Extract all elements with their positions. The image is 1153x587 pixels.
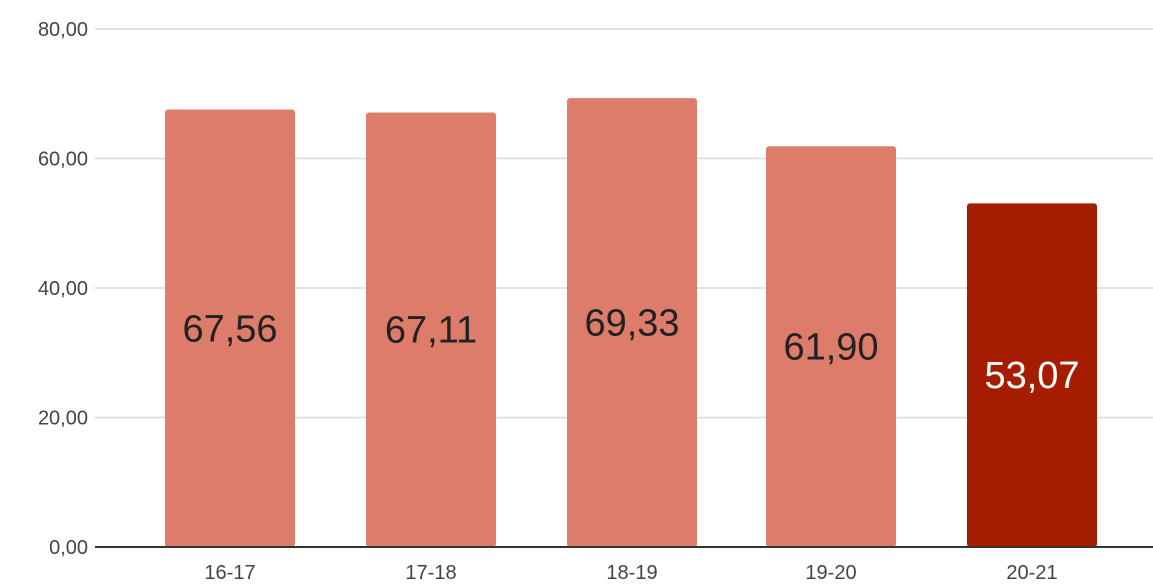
x-axis-category-labels: 16-17 17-18 18-19 19-20 20-21 (204, 562, 1057, 584)
x-tick-label: 20-21 (1006, 562, 1057, 584)
y-tick-label: 60,00 (38, 149, 88, 171)
data-label: 61,90 (783, 327, 878, 369)
data-label: 53,07 (984, 355, 1079, 397)
data-label: 69,33 (584, 303, 679, 345)
bar-18-19 (567, 98, 697, 547)
x-tick-label: 16-17 (204, 562, 255, 584)
bar-16-17 (165, 109, 295, 547)
y-axis-tick-labels: 0,00 20,00 40,00 60,00 80,00 (38, 19, 88, 559)
x-tick-label: 19-20 (805, 562, 856, 584)
x-tick-label: 17-18 (405, 562, 456, 584)
bar-19-20 (766, 146, 896, 547)
y-tick-label: 20,00 (38, 408, 88, 430)
bar-17-18 (366, 112, 496, 547)
bars (165, 98, 1097, 547)
data-label: 67,11 (385, 310, 477, 352)
y-tick-label: 0,00 (49, 537, 88, 559)
y-tick-label: 80,00 (38, 19, 88, 41)
data-label: 67,56 (182, 308, 277, 350)
bar-20-21 (967, 203, 1097, 547)
y-tick-label: 40,00 (38, 278, 88, 300)
data-labels: 67,56 67,11 69,33 61,90 53,07 (182, 303, 1079, 398)
x-tick-label: 18-19 (606, 562, 657, 584)
